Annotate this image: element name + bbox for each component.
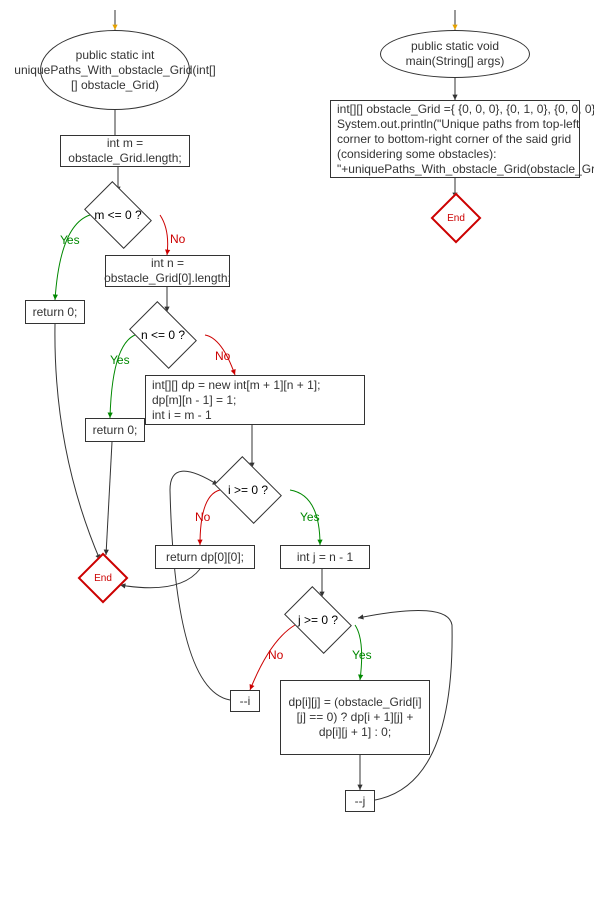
diamond-m: m <= 0 ? (90, 195, 146, 235)
box-n: int n = obstacle_Grid[0].length; (105, 255, 230, 287)
box-m: int m = obstacle_Grid.length; (60, 135, 190, 167)
box-j: int j = n - 1 (280, 545, 370, 569)
box-return0-a: return 0; (25, 300, 85, 324)
edge-label-yes: Yes (352, 648, 372, 662)
box-return-dp00: return dp[0][0]; (155, 545, 255, 569)
end-left: End (85, 560, 121, 596)
box-dec-i: --i (230, 690, 260, 712)
diamond-i-label: i >= 0 ? (220, 470, 276, 510)
edge-label-yes: Yes (300, 510, 320, 524)
edge-label-no: No (215, 349, 230, 363)
box-dp: int[][] dp = new int[m + 1][n + 1]; dp[m… (145, 375, 365, 425)
box-dec-j: --j (345, 790, 375, 812)
edge-label-yes: Yes (110, 353, 130, 367)
edge-label-no: No (170, 232, 185, 246)
right-box: int[][] obstacle_Grid ={ {0, 0, 0}, {0, … (330, 100, 580, 178)
diamond-i: i >= 0 ? (220, 470, 276, 510)
edge-label-no: No (195, 510, 210, 524)
box-assign: dp[i][j] = (obstacle_Grid[i][j] == 0) ? … (280, 680, 430, 755)
end-left-label: End (85, 560, 121, 596)
right-start-ellipse: public static void main(String[] args) (380, 30, 530, 78)
diamond-m-label: m <= 0 ? (90, 195, 146, 235)
flowchart-canvas: public static int uniquePaths_With_obsta… (0, 0, 594, 897)
end-right: End (438, 200, 474, 236)
end-right-label: End (438, 200, 474, 236)
left-start-ellipse: public static int uniquePaths_With_obsta… (40, 30, 190, 110)
box-return0-b: return 0; (85, 418, 145, 442)
diamond-j: j >= 0 ? (290, 600, 346, 640)
diamond-n: n <= 0 ? (135, 315, 191, 355)
edge-label-yes: Yes (60, 233, 80, 247)
diamond-n-label: n <= 0 ? (135, 315, 191, 355)
diamond-j-label: j >= 0 ? (290, 600, 346, 640)
edge-label-no: No (268, 648, 283, 662)
